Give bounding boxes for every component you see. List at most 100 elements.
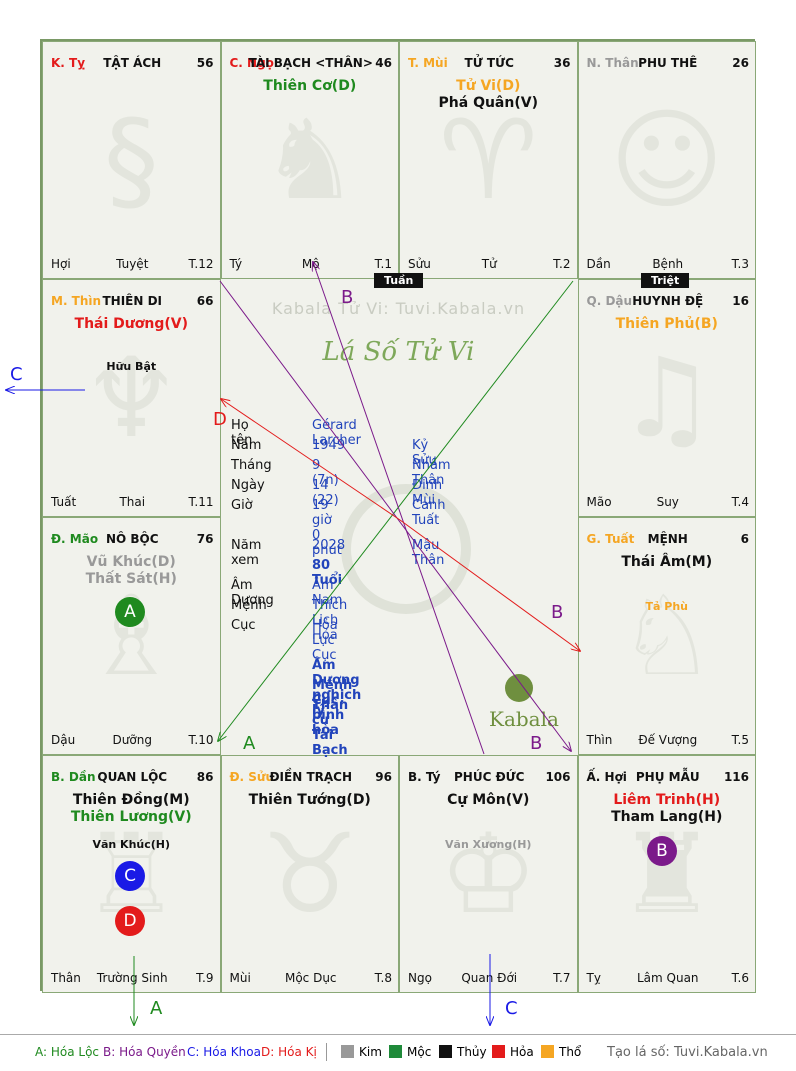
transform-badge-a: A: [115, 597, 145, 627]
palace-term: T.1: [374, 257, 392, 271]
major-star: Cự Môn(V): [447, 792, 530, 808]
minor-star: Hữu Bật: [106, 360, 157, 373]
palace-name: NÔ BỘC: [105, 532, 159, 546]
palace-number: 46: [375, 56, 392, 70]
transform-arrow-d: [221, 399, 401, 521]
palace-name: TÀI BẠCH <THÂN>: [248, 56, 373, 70]
arrow-label-a: A: [150, 998, 163, 1019]
element-swatch: [492, 1045, 505, 1058]
minor-star: Văn Xương(H): [445, 838, 532, 851]
major-stars: Cự Môn(V): [400, 792, 577, 809]
info-value-secondary: Canh Tuất: [412, 498, 446, 528]
palace-number: 96: [375, 770, 392, 784]
palace-branch: Hợi: [51, 257, 71, 271]
palace-number: 36: [553, 56, 571, 70]
palace-number: 116: [723, 770, 749, 784]
kabala-logo-icon: [505, 674, 533, 702]
element-label: Thủy: [457, 1045, 487, 1059]
palace-branch: Mùi: [229, 971, 251, 985]
arrow-label-d: D: [213, 409, 227, 430]
minor-star: Tả Phù: [645, 600, 688, 613]
info-value: 2028: [312, 538, 346, 553]
palace-name: TẬT ÁCH: [103, 56, 162, 70]
transform-badge-d: D: [115, 906, 145, 936]
palace-stem-branch: Đ. Sửu: [229, 770, 275, 784]
palace-branch: Thân: [51, 971, 81, 985]
element-swatch: [541, 1045, 554, 1058]
palace-stem-branch: C. Ngọ: [229, 56, 274, 70]
center-panel: Kabala Tử Vi: Tuvi.Kabala.vn Lá Số Tử Vi…: [221, 279, 576, 758]
palace-branch: Tuất: [51, 495, 77, 509]
legend-c: C: Hóa Khoa: [187, 1045, 261, 1059]
element-label: Mộc: [407, 1045, 432, 1059]
info-value-secondary: Nhâm Thân: [412, 458, 451, 488]
info-label: Ngày: [231, 478, 265, 493]
legend-d: D: Hóa Kị: [261, 1045, 317, 1059]
major-star: Thiên Cơ(D): [263, 78, 357, 94]
palace-name: QUAN LỘC: [97, 770, 168, 784]
info-value: Gérard Larcher: [312, 418, 361, 448]
legend-a: A: Hóa Lộc: [35, 1045, 100, 1059]
major-stars: Thiên Phủ(B): [579, 316, 756, 333]
info-value: Hỏa Lục Cục: [312, 618, 338, 663]
legend-b: B: Hóa Quyền: [103, 1045, 186, 1059]
info-value: Âm Nam: [312, 578, 343, 608]
life-stage: Thai: [119, 495, 146, 509]
palace-stem-branch: G. Tuất: [586, 532, 635, 546]
palace-branch: Tý: [229, 257, 243, 271]
life-stage: Tuyệt: [116, 257, 149, 271]
palace-stem-branch: K. Tỵ: [51, 56, 86, 70]
yin-yang-watermark: [341, 484, 471, 614]
transform-arrow-d: [399, 519, 580, 651]
tuan-tag: Tuần: [374, 273, 424, 288]
palace-term: T.3: [731, 257, 749, 271]
palace-term: T.12: [188, 257, 214, 271]
palace-name: PHỤ MẪU: [635, 770, 700, 784]
major-star: Thất Sát(H): [85, 571, 177, 587]
palace-branch: Ngọ: [408, 971, 432, 985]
element-label: Kim: [359, 1045, 382, 1059]
triet-tag: Triệt: [641, 273, 690, 288]
palace-stem-branch: Ấ. Hợi: [586, 770, 627, 784]
info-value-secondary: Kỷ Sửu: [412, 438, 437, 468]
palace-number: 66: [196, 294, 214, 308]
life-stage: Trường Sinh: [96, 971, 168, 985]
palace-stem-branch: T. Mùi: [408, 56, 448, 70]
info-label: Giờ: [231, 498, 253, 513]
palace-term: T.10: [188, 733, 214, 747]
palace-name: TỬ TỨC: [464, 56, 514, 70]
life-stage: Tử: [481, 257, 497, 271]
transform-badge-b: B: [647, 836, 677, 866]
major-stars: Thái Âm(M): [579, 554, 756, 571]
element-swatch: [389, 1045, 402, 1058]
legend-bar: A: Hóa Lộc B: Hóa Quyền C: Hóa Khoa D: H…: [0, 1034, 796, 1071]
chart-note: Âm Dương nghịch lý: [312, 658, 362, 718]
legend-divider: [326, 1043, 327, 1061]
chart-note: Thân cư Tài Bạch: [312, 698, 349, 758]
major-stars: Thiên Cơ(D): [222, 78, 399, 95]
palace-number: 16: [732, 294, 749, 308]
info-label: Mệnh: [231, 598, 267, 613]
arrow-label-c: C: [505, 998, 518, 1019]
palace-term: T.7: [553, 971, 571, 985]
info-label: Họ tên: [231, 418, 253, 448]
major-stars: Vũ Khúc(D) Thất Sát(H): [43, 554, 220, 588]
major-stars: Thiên Tướng(D): [222, 792, 399, 809]
info-label: Năm: [231, 438, 262, 453]
palace-stem-branch: Q. Dậu: [586, 294, 633, 308]
credit-text: Tạo lá số: Tuvi.Kabala.vn: [607, 1045, 768, 1060]
info-value: 1949: [312, 438, 346, 453]
legend-element: Kim: [341, 1045, 382, 1059]
palace-term: T.8: [374, 971, 392, 985]
palace-term: T.9: [196, 971, 214, 985]
life-stage: Đế Vượng: [638, 733, 698, 747]
palace-stem-branch: B. Tý: [408, 770, 441, 784]
major-star: Thiên Lương(V): [70, 809, 192, 825]
palace-stem-branch: N. Thân: [586, 56, 639, 70]
element-label: Thổ: [559, 1045, 582, 1059]
transform-arrow-a: [218, 280, 574, 741]
palace-name: PHÚC ĐỨC: [454, 770, 525, 784]
palace-branch: Thìn: [586, 733, 613, 747]
major-stars: Thiên Đồng(M) Thiên Lương(V): [43, 792, 220, 826]
